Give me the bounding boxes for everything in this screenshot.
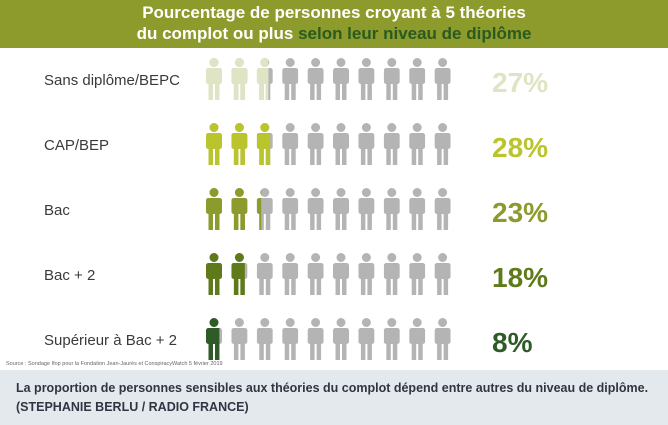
person-icon <box>231 123 248 165</box>
category-label: CAP/BEP <box>44 137 109 154</box>
chart-title-line1: Pourcentage de personnes croyant à 5 thé… <box>142 3 526 22</box>
chart-row: Bac + 2 18% <box>44 253 548 295</box>
person-icon <box>282 188 299 230</box>
person-icon <box>206 253 222 295</box>
source-note: Source : Sondage Ifop pour la Fondation … <box>6 361 223 367</box>
image-caption: La proportion de personnes sensibles aux… <box>16 381 649 414</box>
person-icon <box>307 318 324 360</box>
person-icon <box>231 58 248 100</box>
person-icon <box>333 123 349 165</box>
value-label: 27% <box>492 67 548 98</box>
person-icon <box>383 253 400 295</box>
person-icon <box>307 188 324 230</box>
image-caption-box: La proportion de personnes sensibles aux… <box>0 370 668 425</box>
person-icon <box>206 58 222 100</box>
person-icon <box>358 188 375 230</box>
person-icon <box>307 58 324 100</box>
person-icon <box>282 58 299 100</box>
person-icon <box>231 318 248 360</box>
person-icon <box>206 123 222 165</box>
category-label: Supérieur à Bac + 2 <box>44 332 177 349</box>
person-icon <box>256 318 273 360</box>
chart-rows: Sans diplôme/BEPC 27% CAP/BEP 28% Bac 23% Bac … <box>44 58 548 360</box>
person-icon <box>307 123 324 165</box>
person-icon <box>231 253 248 295</box>
person-icon <box>206 188 222 230</box>
person-icon <box>256 123 273 165</box>
chart-row: CAP/BEP 28% <box>44 123 548 165</box>
person-icon <box>409 318 426 360</box>
person-icon <box>333 188 349 230</box>
category-label: Bac <box>44 202 70 219</box>
chart-row: Supérieur à Bac + 2 8% <box>44 318 533 360</box>
person-icon <box>358 318 375 360</box>
person-icon <box>434 123 451 165</box>
person-icon <box>358 253 375 295</box>
person-icon <box>409 253 426 295</box>
person-icon <box>434 188 451 230</box>
person-icon <box>409 58 426 100</box>
person-icon <box>256 58 273 100</box>
person-icon <box>333 318 349 360</box>
value-label: 8% <box>492 327 533 358</box>
person-icon <box>333 58 349 100</box>
person-icon <box>383 58 400 100</box>
person-icon <box>434 253 451 295</box>
chart-title-part2a: du complot ou plus <box>136 24 299 43</box>
person-icon <box>256 253 273 295</box>
chart-title-part2b: selon leur niveau de diplôme <box>298 24 532 43</box>
person-icon <box>256 188 273 230</box>
person-icon <box>358 58 375 100</box>
chart-row: Bac 23% <box>44 188 548 230</box>
person-icon <box>409 123 426 165</box>
person-icon <box>383 123 400 165</box>
chart-row: Sans diplôme/BEPC 27% <box>44 58 548 100</box>
person-icon <box>434 318 451 360</box>
person-icon <box>307 253 324 295</box>
chart-header: Pourcentage de personnes croyant à 5 thé… <box>0 0 668 48</box>
chart-title-line2: du complot ou plus selon leur niveau de … <box>0 24 668 44</box>
person-icon <box>333 253 349 295</box>
category-label: Sans diplôme/BEPC <box>44 72 180 89</box>
person-icon <box>409 188 426 230</box>
person-icon <box>282 123 299 165</box>
person-icon <box>383 318 400 360</box>
person-icon <box>282 318 299 360</box>
person-icon <box>383 188 400 230</box>
person-icon <box>231 188 248 230</box>
person-icon <box>282 253 299 295</box>
person-icon <box>206 318 222 360</box>
value-label: 23% <box>492 197 548 228</box>
value-label: 28% <box>492 132 548 163</box>
value-label: 18% <box>492 262 548 293</box>
person-icon <box>434 58 451 100</box>
pictogram-chart: Sans diplôme/BEPC 27% CAP/BEP 28% Bac 23% Bac … <box>44 58 548 360</box>
person-icon <box>358 123 375 165</box>
category-label: Bac + 2 <box>44 267 95 284</box>
